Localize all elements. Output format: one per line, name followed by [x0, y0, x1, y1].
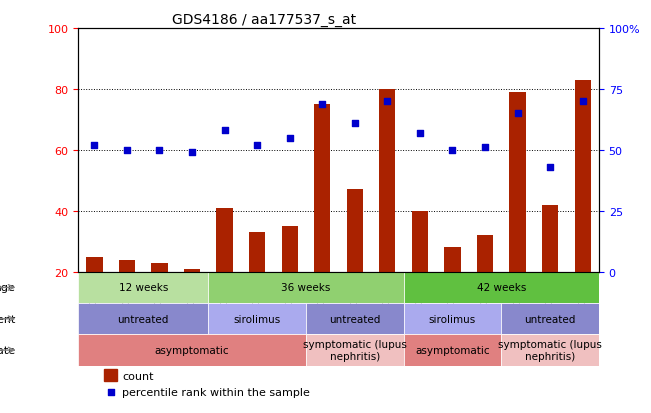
- Point: [122, 147, 132, 154]
- Text: sirolimus: sirolimus: [429, 314, 476, 324]
- FancyBboxPatch shape: [306, 303, 404, 335]
- Bar: [575, 81, 591, 272]
- Point: [284, 135, 295, 142]
- Text: GSM303980: GSM303980: [383, 275, 392, 330]
- Point: [512, 111, 523, 117]
- Text: 36 weeks: 36 weeks: [281, 283, 331, 293]
- Text: GSM303982: GSM303982: [480, 275, 490, 330]
- Text: GSM303966: GSM303966: [90, 275, 99, 330]
- Text: GSM303965: GSM303965: [513, 275, 522, 330]
- Text: untreated: untreated: [118, 314, 169, 324]
- FancyBboxPatch shape: [208, 272, 404, 303]
- Text: sirolimus: sirolimus: [234, 314, 281, 324]
- Text: GSM303985: GSM303985: [285, 275, 294, 330]
- Bar: [314, 105, 330, 272]
- Bar: [104, 369, 117, 382]
- Point: [545, 164, 555, 171]
- Text: symptomatic (lupus
nephritis): symptomatic (lupus nephritis): [498, 339, 602, 361]
- Text: GSM303971: GSM303971: [318, 275, 327, 330]
- Bar: [86, 257, 103, 272]
- Text: 12 weeks: 12 weeks: [118, 283, 168, 293]
- Text: age: age: [0, 283, 16, 293]
- Text: symptomatic (lupus
nephritis): symptomatic (lupus nephritis): [303, 339, 407, 361]
- Point: [350, 121, 360, 127]
- Point: [480, 145, 490, 152]
- Point: [219, 128, 230, 134]
- Point: [382, 99, 393, 105]
- Bar: [444, 248, 461, 272]
- Text: GSM303968: GSM303968: [546, 275, 555, 330]
- Text: GSM303961: GSM303961: [220, 275, 229, 330]
- Bar: [477, 235, 493, 272]
- Bar: [510, 93, 526, 272]
- FancyBboxPatch shape: [78, 303, 208, 335]
- Point: [187, 150, 197, 156]
- Text: untreated: untreated: [525, 314, 575, 324]
- FancyBboxPatch shape: [404, 272, 599, 303]
- Text: 42 weeks: 42 weeks: [477, 283, 526, 293]
- FancyBboxPatch shape: [404, 303, 501, 335]
- Point: [252, 142, 262, 149]
- Bar: [216, 208, 233, 272]
- Bar: [249, 233, 266, 272]
- Bar: [542, 205, 559, 272]
- Text: disease state: disease state: [0, 345, 16, 355]
- Text: GSM303979: GSM303979: [253, 275, 262, 330]
- Point: [317, 101, 327, 108]
- FancyBboxPatch shape: [501, 335, 599, 366]
- Bar: [281, 226, 298, 272]
- Point: [89, 142, 100, 149]
- Text: GDS4186 / aa177537_s_at: GDS4186 / aa177537_s_at: [172, 12, 356, 26]
- Bar: [151, 263, 168, 272]
- FancyBboxPatch shape: [208, 303, 306, 335]
- Text: GSM303972: GSM303972: [122, 275, 132, 330]
- Text: count: count: [122, 370, 154, 381]
- Text: GSM303991: GSM303991: [187, 275, 197, 330]
- Point: [105, 389, 116, 395]
- Point: [415, 130, 425, 137]
- Bar: [184, 269, 201, 272]
- Text: agent: agent: [0, 314, 16, 324]
- Text: GSM303978: GSM303978: [448, 275, 457, 330]
- FancyBboxPatch shape: [78, 335, 306, 366]
- Bar: [347, 190, 363, 272]
- Bar: [412, 211, 428, 272]
- Text: untreated: untreated: [329, 314, 380, 324]
- Point: [447, 147, 458, 154]
- FancyBboxPatch shape: [404, 335, 501, 366]
- Point: [154, 147, 165, 154]
- FancyBboxPatch shape: [501, 303, 599, 335]
- Text: percentile rank within the sample: percentile rank within the sample: [122, 387, 311, 397]
- Bar: [118, 260, 135, 272]
- Point: [577, 99, 588, 105]
- Text: asymptomatic: asymptomatic: [155, 345, 229, 355]
- Text: asymptomatic: asymptomatic: [415, 345, 490, 355]
- Bar: [379, 90, 396, 272]
- Text: GSM303981: GSM303981: [578, 275, 587, 330]
- Text: GSM303986: GSM303986: [155, 275, 164, 330]
- FancyBboxPatch shape: [306, 335, 404, 366]
- FancyBboxPatch shape: [78, 272, 208, 303]
- Text: GSM303973: GSM303973: [350, 275, 359, 330]
- Text: GSM303962: GSM303962: [415, 275, 424, 330]
